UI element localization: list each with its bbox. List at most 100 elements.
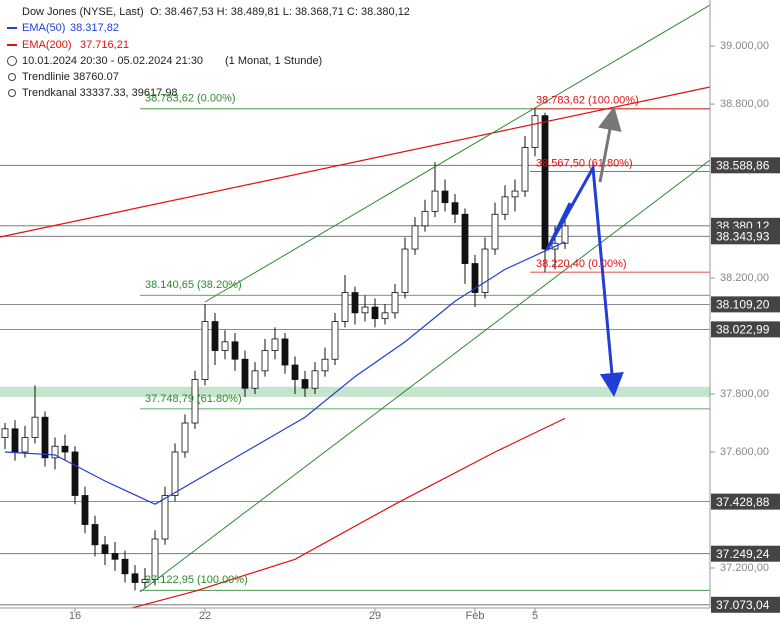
legend: Dow Jones (NYSE, Last) O: 38.467,53 H: 3… xyxy=(7,6,410,99)
x-tick-label: 29 xyxy=(369,610,381,622)
channel-lower xyxy=(139,159,710,593)
level-label: 37.428,88 xyxy=(716,495,770,509)
plot-area xyxy=(0,108,710,608)
y-tick-label: 38.200,00 xyxy=(720,272,769,284)
candle-body xyxy=(311,370,319,389)
legend-trendchannel: Trendkanal 33337.33, 39617.98 xyxy=(22,87,178,99)
candle-body xyxy=(51,445,59,459)
x-tick-label: 22 xyxy=(199,610,211,622)
candle-body xyxy=(11,428,19,453)
legend-ohlc: O: 38.467,53 H: 38.489,81 L: 38.368,71 C… xyxy=(150,6,410,18)
level-label: 38.022,99 xyxy=(716,323,770,337)
candle-body xyxy=(511,190,519,198)
y-tick-label: 37.600,00 xyxy=(720,446,769,458)
forecast-arrow xyxy=(545,163,624,397)
candle-body xyxy=(191,379,199,424)
fib-label: 38.567,50 (61.80%) xyxy=(536,157,633,169)
level-label: 37.249,24 xyxy=(716,547,770,561)
candle-body xyxy=(351,292,359,314)
candle-body xyxy=(411,225,419,250)
candle-body xyxy=(21,437,29,453)
fib-label: 37.122,95 (100.00%) xyxy=(145,574,248,586)
level-box xyxy=(711,545,780,562)
candle-body xyxy=(61,445,69,453)
level-label: 38.343,93 xyxy=(716,229,770,243)
candle-body xyxy=(201,321,209,380)
candle-body xyxy=(251,370,259,389)
level-label: 38.588,86 xyxy=(716,158,770,172)
candle-body xyxy=(481,248,489,293)
candle-body xyxy=(271,338,279,351)
legend-title: Dow Jones (NYSE, Last) xyxy=(22,6,144,18)
x-tick-label: 16 xyxy=(69,610,81,622)
ema-line xyxy=(4,241,566,505)
y-tick-label: 38.800,00 xyxy=(720,98,769,110)
candle-body xyxy=(501,196,509,215)
candle-body xyxy=(301,379,309,389)
legend-ema200: EMA(200) xyxy=(22,39,72,51)
candle-body xyxy=(101,544,109,554)
candle-body xyxy=(141,579,149,583)
candle-body xyxy=(341,292,349,322)
legend-swatch xyxy=(7,44,17,46)
candle-body xyxy=(231,341,239,360)
candle-body xyxy=(161,495,169,540)
candle-body xyxy=(441,190,449,204)
fib-label: 37.748,79 (61.80%) xyxy=(145,393,242,405)
legend-swatch xyxy=(7,27,17,29)
highlight-band xyxy=(0,386,710,397)
clock-icon xyxy=(7,56,17,66)
level-box xyxy=(711,596,780,613)
level-box xyxy=(711,228,780,245)
level-label: 38.109,20 xyxy=(716,298,770,312)
candle-body xyxy=(81,495,89,525)
tool-icon xyxy=(8,73,16,81)
candle-body xyxy=(461,213,469,264)
candle-body xyxy=(121,558,129,575)
y-tick-label: 37.800,00 xyxy=(720,388,769,400)
legend-ema50-value: 38.317,82 xyxy=(70,22,119,34)
legend-trendline: Trendlinie 38760.07 xyxy=(22,71,119,83)
candle-body xyxy=(111,553,119,560)
level-box xyxy=(711,157,780,174)
level-label: 37.073,04 xyxy=(716,598,770,612)
channel-upper xyxy=(204,4,710,303)
candle-body xyxy=(531,115,539,148)
candle-body xyxy=(281,338,289,366)
candle-body xyxy=(471,263,479,293)
candle-body xyxy=(1,428,9,438)
candle-body xyxy=(181,422,189,453)
legend-period: 10.01.2024 20:30 - 05.02.2024 21:30 xyxy=(22,55,203,67)
candle-body xyxy=(211,321,219,351)
trendline xyxy=(0,86,710,238)
overlays xyxy=(0,4,710,593)
legend-ema200-value: 37.716,21 xyxy=(80,39,129,51)
candle-body xyxy=(221,341,229,351)
legend-ema50: EMA(50) xyxy=(22,22,65,34)
fib-label: 38.140,65 (38.20%) xyxy=(145,279,242,291)
x-tick-label: Feb xyxy=(466,610,485,622)
candle-body xyxy=(521,147,529,192)
candle-body xyxy=(391,292,399,314)
candle-body xyxy=(361,306,369,314)
candle-body xyxy=(491,213,499,250)
level-box xyxy=(711,321,780,338)
candle-body xyxy=(131,573,139,583)
candle-body xyxy=(451,202,459,215)
fib-label: 38.783,62 (0.00%) xyxy=(145,93,236,105)
candle-body xyxy=(541,115,549,250)
level-box xyxy=(711,296,780,313)
candle-body xyxy=(371,306,379,320)
legend-interval: (1 Monat, 1 Stunde) xyxy=(225,55,322,67)
y-tick-label: 39.000,00 xyxy=(720,40,769,52)
candle-body xyxy=(41,416,49,459)
candle-body xyxy=(31,416,39,438)
y-tick-label: 37.200,00 xyxy=(720,562,769,574)
alt-arrow xyxy=(597,106,622,183)
candle-body xyxy=(401,248,409,293)
candle-body xyxy=(321,358,329,372)
candle-body xyxy=(261,350,269,372)
level-box xyxy=(711,493,780,510)
candle-body xyxy=(431,190,439,212)
